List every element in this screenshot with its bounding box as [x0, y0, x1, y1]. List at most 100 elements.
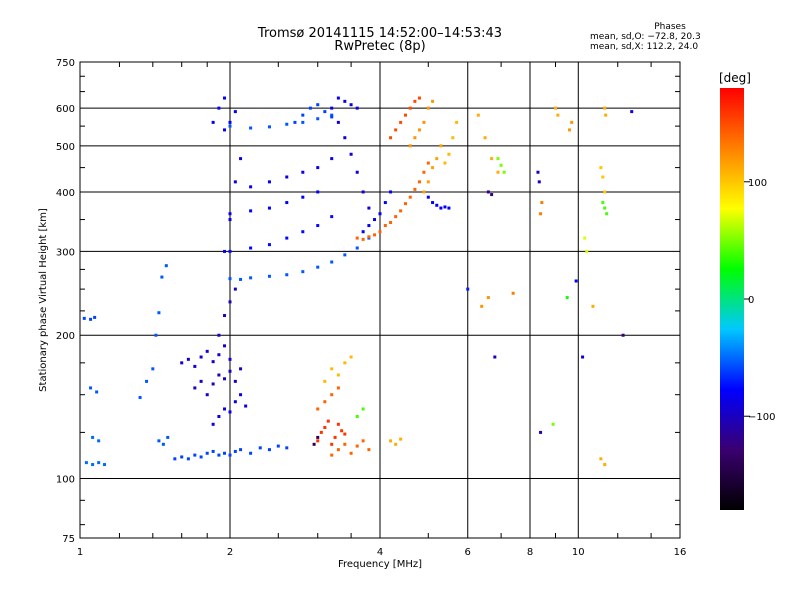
data-point	[330, 215, 334, 219]
data-point	[343, 136, 347, 140]
data-point	[249, 126, 253, 130]
data-point	[361, 190, 365, 194]
data-point	[603, 463, 607, 467]
data-point	[285, 122, 289, 126]
data-point	[316, 435, 320, 439]
data-point	[97, 461, 101, 465]
data-point	[343, 442, 347, 446]
data-point	[199, 455, 203, 459]
x-tick-label: 4	[377, 547, 383, 558]
data-point	[285, 175, 289, 179]
data-point	[336, 373, 340, 377]
data-point	[603, 106, 607, 110]
data-point	[138, 395, 142, 399]
data-point	[389, 439, 393, 443]
data-point	[211, 422, 215, 426]
data-point	[355, 414, 359, 418]
data-point	[157, 439, 161, 443]
title-line-2: RwPretec (8p)	[334, 39, 426, 54]
data-point	[157, 311, 161, 315]
data-point	[565, 296, 569, 300]
data-point	[502, 170, 506, 174]
y-tick-label: 500	[56, 142, 75, 153]
data-point	[511, 291, 515, 295]
x-tick-label: 16	[674, 547, 687, 558]
data-point	[408, 106, 412, 110]
data-point	[316, 407, 320, 411]
data-point	[605, 212, 609, 216]
data-point	[301, 230, 305, 234]
data-point	[408, 195, 412, 199]
data-point	[373, 218, 377, 222]
data-point	[349, 103, 353, 107]
data-point	[367, 235, 371, 239]
data-point	[285, 273, 289, 277]
data-point	[166, 435, 170, 439]
data-point	[233, 287, 237, 291]
data-point	[389, 136, 393, 140]
data-point	[217, 373, 221, 377]
data-point	[223, 344, 227, 348]
data-point	[476, 113, 480, 117]
data-point	[173, 457, 177, 461]
data-point	[228, 212, 232, 216]
data-point	[330, 442, 334, 446]
colorbar-tick-label: −100	[748, 412, 775, 423]
data-points	[82, 96, 634, 467]
data-point	[599, 457, 603, 461]
phase-stats-x-mode: mean, sd,X: 112.2, 24.0	[590, 42, 699, 52]
data-point	[355, 236, 359, 240]
data-point	[223, 451, 227, 455]
data-point	[581, 355, 585, 359]
data-point	[413, 136, 417, 140]
data-point	[180, 361, 184, 365]
phase-stats-heading: Phases	[654, 22, 686, 32]
data-point	[336, 386, 340, 390]
data-point	[540, 201, 544, 205]
data-point	[82, 316, 86, 320]
data-point	[316, 166, 320, 170]
data-point	[228, 277, 232, 281]
data-point	[466, 287, 470, 291]
data-point	[308, 106, 312, 110]
data-point	[89, 317, 93, 321]
data-point	[186, 457, 190, 461]
data-point	[336, 422, 340, 426]
data-point	[97, 439, 101, 443]
data-point	[431, 99, 435, 103]
data-point	[330, 157, 334, 161]
data-point	[383, 224, 387, 228]
phase-stats-box: Phases mean, sd,O: −72.8, 20.3 mean, sd,…	[590, 22, 750, 52]
data-point	[336, 120, 340, 124]
data-point	[378, 230, 382, 234]
data-point	[301, 113, 305, 117]
data-point	[349, 152, 353, 156]
data-point	[343, 361, 347, 365]
data-point	[316, 190, 320, 194]
data-point	[333, 435, 337, 439]
data-point	[591, 304, 595, 308]
data-point	[336, 96, 340, 100]
data-point	[496, 170, 500, 174]
data-point	[349, 451, 353, 455]
data-point	[599, 166, 603, 170]
data-point	[330, 113, 334, 117]
data-point	[367, 448, 371, 452]
data-point	[217, 353, 221, 357]
data-point	[205, 393, 209, 397]
data-point	[93, 315, 97, 319]
data-point	[217, 333, 221, 337]
data-point	[417, 96, 421, 100]
data-point	[258, 446, 262, 450]
data-point	[316, 117, 320, 121]
data-point	[276, 444, 280, 448]
data-point	[486, 190, 490, 194]
data-point	[403, 113, 407, 117]
data-point	[330, 367, 334, 371]
data-point	[601, 201, 605, 205]
data-point	[361, 237, 365, 241]
data-point	[361, 439, 365, 443]
data-point	[267, 274, 271, 278]
data-point	[160, 275, 164, 279]
x-tick-label: 10	[572, 547, 585, 558]
